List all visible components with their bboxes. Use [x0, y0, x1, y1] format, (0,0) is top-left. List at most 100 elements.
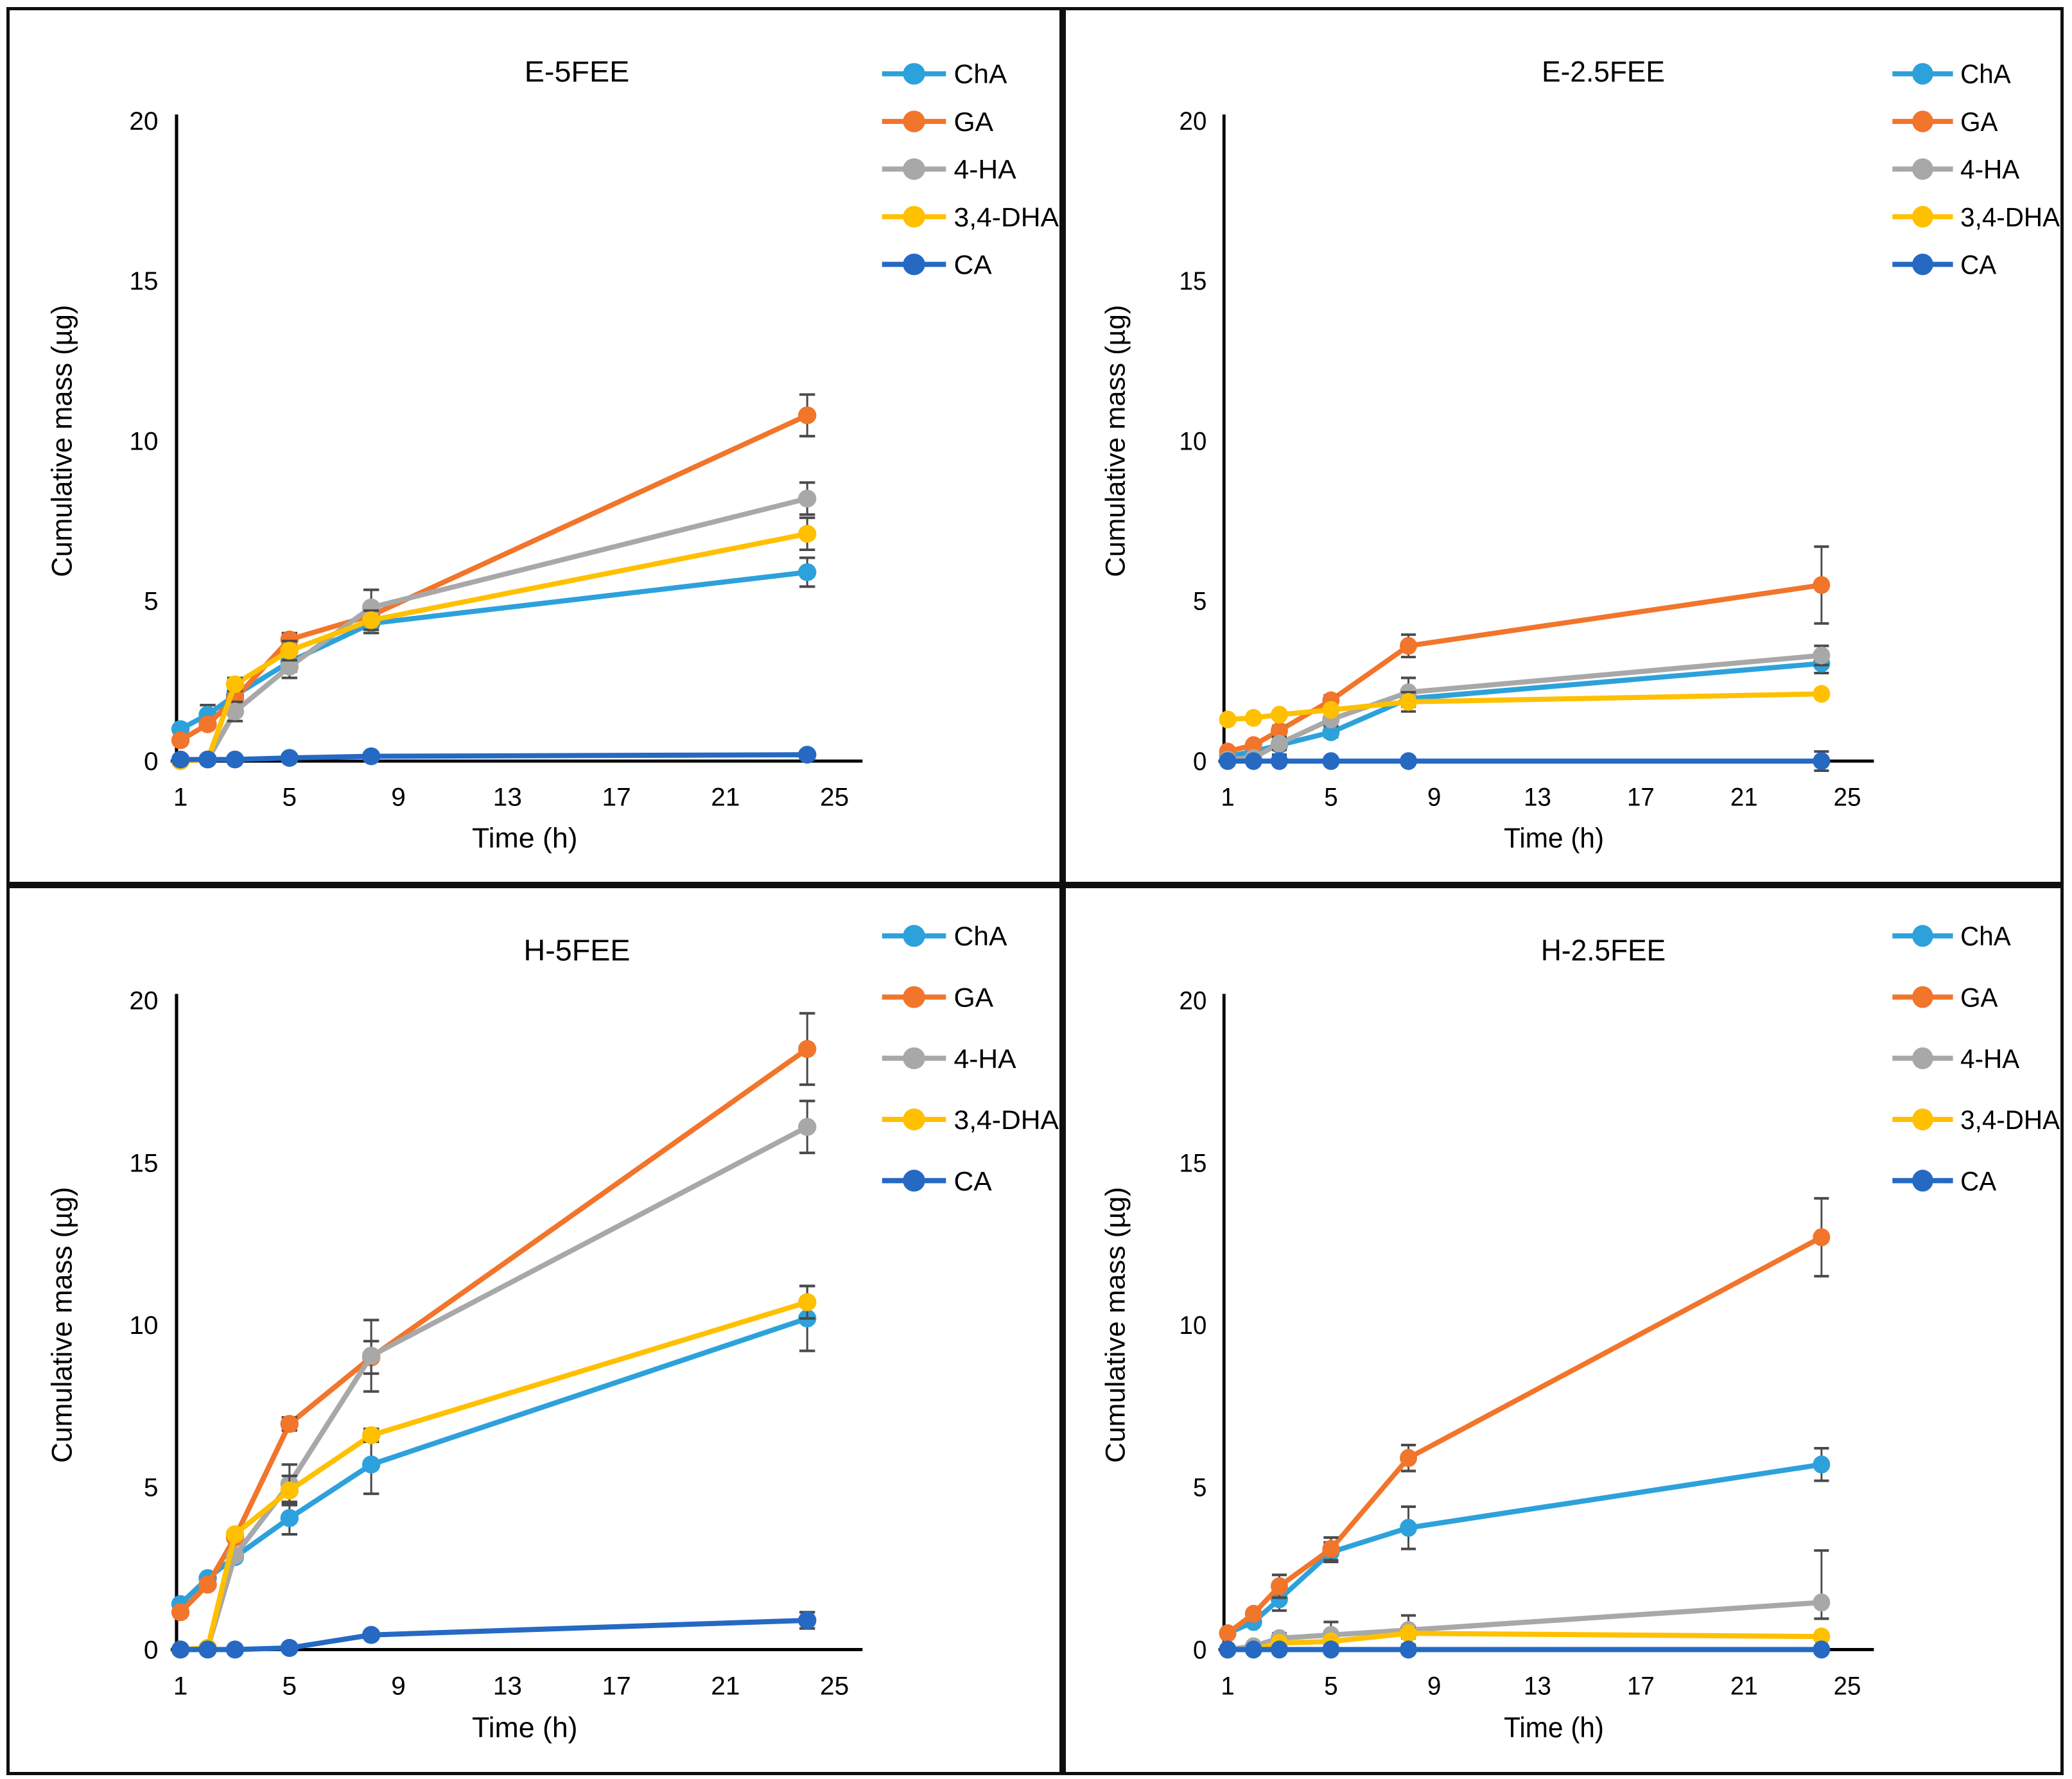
y-tick-label: 20 [129, 107, 158, 135]
x-tick-label: 1 [1221, 1672, 1234, 1701]
legend-marker [1912, 253, 1933, 276]
data-point-GA [1271, 721, 1288, 740]
y-tick-label: 5 [144, 1473, 159, 1502]
series-ChA [171, 556, 817, 739]
legend-label: CA [953, 1166, 992, 1196]
series-CA [171, 746, 817, 769]
y-axis-title: Cumulative mass (µg) [46, 305, 78, 577]
data-point-CA [280, 749, 299, 767]
legend-item-CA: CA [1892, 1166, 1997, 1196]
x-tick-label: 21 [1730, 784, 1758, 812]
data-point-GA [1400, 636, 1418, 655]
legend-label: GA [1960, 983, 1998, 1013]
data-point-CA [361, 1626, 381, 1644]
y-tick-label: 5 [1193, 1473, 1206, 1502]
data-point-3,4-DHA [1322, 701, 1340, 719]
data-point-GA [171, 731, 190, 749]
series-4-HA [171, 481, 817, 770]
x-tick-label: 13 [1524, 1672, 1551, 1701]
legend-label: 3,4-DHA [953, 202, 1059, 232]
data-point-ChA [1813, 1455, 1831, 1474]
data-point-ChA [1400, 1518, 1418, 1537]
data-point-3,4-DHA [1813, 1627, 1831, 1646]
x-tick-label: 25 [820, 784, 849, 811]
series-GA [171, 1012, 817, 1622]
data-point-3,4-DHA [225, 675, 245, 694]
data-point-3,4-DHA [361, 1426, 381, 1444]
x-tick-label: 17 [602, 784, 631, 811]
y-tick-label: 5 [144, 588, 159, 615]
x-tick-label: 9 [391, 1671, 406, 1701]
data-point-3,4-DHA [1219, 710, 1237, 729]
data-point-GA [1813, 1228, 1831, 1247]
series-ChA [1219, 1447, 1831, 1643]
legend-item-GA: GA [882, 983, 994, 1013]
legend-marker [903, 110, 925, 132]
data-point-CA [361, 747, 381, 766]
data-point-3,4-DHA [280, 1481, 299, 1500]
legend-item-4-HA: 4-HA [882, 155, 1016, 184]
series-CA [171, 1611, 817, 1659]
legend-label: 4-HA [1960, 155, 2020, 185]
legend-item-GA: GA [1892, 107, 1998, 137]
data-point-3,4-DHA [361, 611, 381, 629]
legend-marker [903, 925, 925, 947]
y-tick-label: 5 [1193, 588, 1206, 616]
data-point-4-HA [797, 489, 817, 508]
x-tick-label: 25 [820, 1671, 849, 1701]
y-tick-label: 10 [1180, 428, 1207, 456]
data-point-GA [280, 1415, 299, 1433]
legend-label: 3,4-DHA [1960, 202, 2060, 232]
legend-item-ChA: ChA [882, 59, 1007, 89]
series-3,4-DHA [1219, 685, 1831, 729]
data-point-CA [1219, 752, 1237, 770]
y-tick-label: 10 [1180, 1311, 1207, 1340]
x-tick-label: 17 [1627, 1672, 1655, 1701]
x-tick-label: 9 [1427, 784, 1441, 812]
series-GA [1219, 545, 1831, 760]
legend-marker [1912, 925, 1933, 947]
data-point-GA [1322, 1539, 1340, 1558]
data-point-3,4-DHA [1244, 708, 1262, 727]
data-point-ChA [280, 1509, 299, 1527]
legend-label: CA [953, 250, 991, 279]
x-tick-label: 1 [173, 1671, 188, 1701]
legend-label: GA [1960, 107, 1998, 137]
legend-marker [1912, 1170, 1933, 1192]
legend-label: GA [953, 983, 993, 1013]
data-point-CA [280, 1638, 299, 1657]
legend-item-GA: GA [1892, 983, 1998, 1013]
y-tick-label: 15 [129, 268, 158, 295]
data-point-GA [1271, 1577, 1288, 1595]
x-tick-label: 5 [283, 784, 297, 811]
y-tick-label: 0 [144, 748, 159, 775]
legend-marker [1912, 110, 1933, 132]
legend-marker [903, 1108, 925, 1131]
series-line-3,4-DHA [180, 1299, 808, 1652]
y-tick-label: 20 [1180, 107, 1207, 136]
data-point-CA [198, 1640, 217, 1659]
series-line-3,4-DHA [180, 531, 808, 764]
series-CA [1219, 1640, 1831, 1659]
legend-item-3,4-DHA: 3,4-DHA [882, 1105, 1059, 1135]
data-point-CA [1322, 1640, 1340, 1659]
data-point-ChA [797, 563, 817, 581]
data-point-ChA [1271, 1590, 1288, 1609]
series-line-CA [180, 752, 808, 762]
data-point-4-HA [797, 1117, 817, 1136]
legend-item-3,4-DHA: 3,4-DHA [1892, 202, 2060, 232]
legend-label: ChA [1960, 921, 2011, 951]
legend-item-ChA: ChA [882, 921, 1007, 951]
legend-marker [903, 253, 925, 276]
chart-title: E-5FEE [525, 55, 629, 87]
x-tick-label: 13 [493, 1671, 522, 1701]
data-point-4-HA [280, 658, 299, 676]
data-point-4-HA [1813, 646, 1831, 665]
series-4-HA [1219, 644, 1831, 769]
x-tick-label: 21 [711, 1671, 740, 1701]
data-point-GA [198, 1575, 217, 1594]
data-point-CA [797, 1611, 817, 1629]
